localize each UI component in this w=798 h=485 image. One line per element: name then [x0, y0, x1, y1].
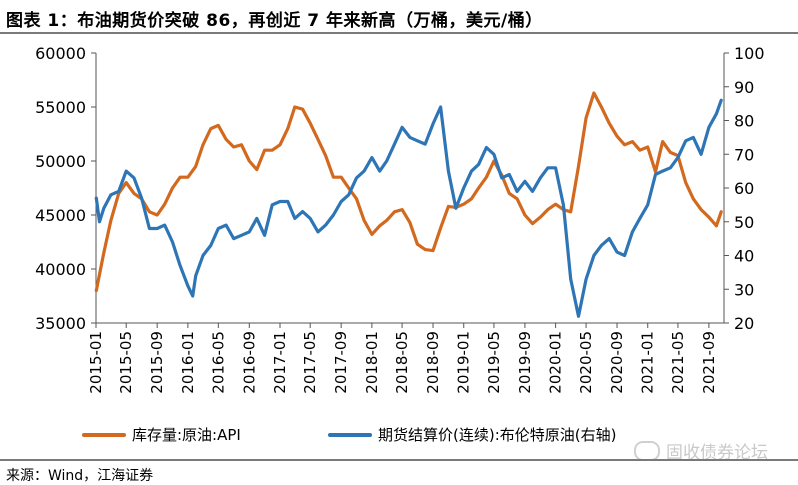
right-tick-label: 90 — [734, 78, 754, 97]
source-note: 来源：Wind，江海证券 — [6, 468, 154, 484]
legend-item-series2: 期货结算价(连续):布伦特原油(右轴) — [328, 424, 616, 445]
x-tick-label: 2018-01 — [363, 331, 381, 394]
x-tick-label: 2015-05 — [117, 331, 135, 394]
legend-swatch-series1 — [82, 432, 126, 437]
x-tick-label: 2018-09 — [424, 331, 442, 394]
x-tick-label: 2016-09 — [240, 331, 258, 394]
right-tick-label: 30 — [734, 280, 754, 299]
left-tick-label: 50000 — [35, 152, 86, 171]
right-tick-label: 100 — [734, 44, 765, 63]
x-tick-label: 2021-09 — [700, 331, 718, 394]
right-tick-label: 80 — [734, 112, 754, 131]
x-tick-label: 2020-09 — [608, 331, 626, 394]
watermark-text: 固收债券论坛 — [666, 443, 768, 463]
x-tick-label: 2016-05 — [209, 331, 227, 394]
wechat-icon — [634, 440, 660, 461]
right-tick-label: 50 — [734, 213, 754, 232]
right-tick-label: 20 — [734, 314, 754, 333]
x-tick-label: 2017-05 — [301, 331, 319, 394]
legend-label-series1: 库存量:原油:API — [132, 426, 241, 444]
right-tick-label: 60 — [734, 179, 754, 198]
left-tick-label: 60000 — [35, 44, 86, 63]
x-tick-label: 2020-05 — [577, 331, 595, 394]
x-tick-label: 2015-09 — [148, 331, 166, 394]
right-tick-label: 40 — [734, 247, 754, 266]
legend-label-series2: 期货结算价(连续):布伦特原油(右轴) — [378, 426, 617, 444]
x-tick-label: 2021-05 — [669, 331, 687, 394]
x-tick-label: 2019-01 — [455, 331, 473, 394]
series-line-2 — [94, 98, 723, 318]
left-tick-label: 35000 — [35, 314, 86, 333]
legend-swatch-series2 — [328, 432, 372, 437]
right-tick-label: 70 — [734, 145, 754, 164]
x-tick-label: 2015-01 — [87, 331, 105, 394]
legend-item-series1: 库存量:原油:API — [82, 424, 241, 445]
x-tick-label: 2021-01 — [639, 331, 657, 394]
chart-title: 图表 1：布油期货价突破 86，再创近 7 年来新高（万桶，美元/桶） — [6, 11, 543, 31]
x-tick-label: 2019-09 — [516, 331, 534, 394]
left-tick-label: 40000 — [35, 260, 86, 279]
series-line-1 — [94, 91, 723, 293]
x-tick-label: 2017-09 — [332, 331, 350, 394]
title-bar: 图表 1：布油期货价突破 86，再创近 7 年来新高（万桶，美元/桶） — [0, 0, 798, 34]
x-tick-label: 2018-05 — [393, 331, 411, 394]
x-tick-label: 2017-01 — [271, 331, 289, 394]
x-tick-label: 2016-01 — [179, 331, 197, 394]
legend: 库存量:原油:API 期货结算价(连续):布伦特原油(右轴) — [0, 424, 798, 448]
x-tick-label: 2020-01 — [547, 331, 565, 394]
left-tick-label: 45000 — [35, 206, 86, 225]
footer: 来源：Wind，江海证券 — [0, 459, 798, 485]
left-tick-label: 55000 — [35, 98, 86, 117]
x-tick-label: 2019-05 — [485, 331, 503, 394]
